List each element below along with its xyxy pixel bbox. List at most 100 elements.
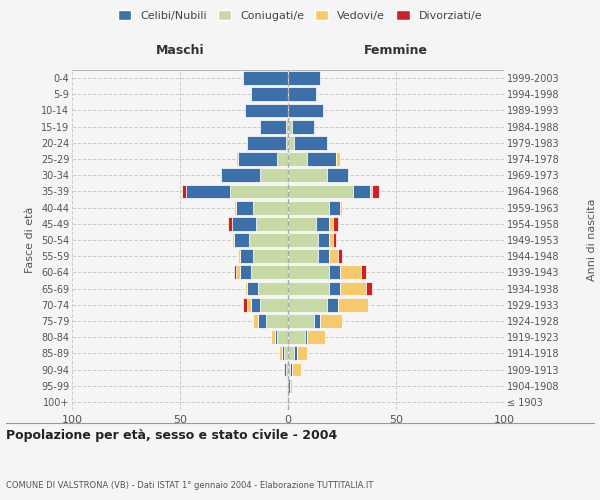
Bar — [288, 152, 307, 166]
Bar — [288, 88, 316, 101]
Bar — [290, 379, 292, 392]
Bar — [307, 330, 325, 344]
Bar — [288, 184, 353, 198]
Bar — [318, 250, 329, 263]
Bar — [241, 250, 253, 263]
Bar — [320, 314, 342, 328]
Bar — [316, 217, 329, 230]
Bar — [366, 282, 372, 296]
Bar — [370, 184, 372, 198]
Bar — [288, 250, 318, 263]
Bar — [260, 298, 288, 312]
Bar — [234, 200, 236, 214]
Bar — [329, 217, 334, 230]
Bar — [288, 136, 295, 149]
Bar — [292, 362, 301, 376]
Bar — [251, 298, 260, 312]
Bar — [258, 314, 266, 328]
Bar — [258, 282, 288, 296]
Bar — [242, 71, 288, 85]
Bar — [288, 379, 290, 392]
Bar — [275, 330, 277, 344]
Bar — [251, 266, 288, 280]
Bar — [288, 200, 329, 214]
Bar — [253, 250, 288, 263]
Bar — [232, 233, 234, 247]
Bar — [286, 362, 288, 376]
Bar — [280, 346, 281, 360]
Bar — [238, 250, 241, 263]
Bar — [281, 346, 284, 360]
Bar — [249, 233, 288, 247]
Bar — [335, 152, 340, 166]
Bar — [288, 362, 290, 376]
Bar — [245, 104, 288, 118]
Bar — [340, 282, 366, 296]
Bar — [247, 282, 258, 296]
Bar — [241, 266, 251, 280]
Bar — [286, 136, 288, 149]
Bar — [329, 266, 340, 280]
Bar — [307, 152, 335, 166]
Bar — [305, 330, 307, 344]
Bar — [295, 136, 327, 149]
Bar — [329, 200, 340, 214]
Bar — [338, 298, 368, 312]
Bar — [277, 330, 288, 344]
Bar — [288, 266, 329, 280]
Bar — [361, 266, 366, 280]
Bar — [314, 314, 320, 328]
Bar — [238, 152, 277, 166]
Bar — [288, 346, 295, 360]
Bar — [318, 233, 329, 247]
Bar — [236, 152, 238, 166]
Bar — [288, 168, 327, 182]
Bar — [296, 346, 307, 360]
Bar — [288, 217, 316, 230]
Text: COMUNE DI VALSTRONA (VB) - Dati ISTAT 1° gennaio 2004 - Elaborazione TUTTITALIA.: COMUNE DI VALSTRONA (VB) - Dati ISTAT 1°… — [6, 481, 373, 490]
Bar — [329, 282, 340, 296]
Bar — [334, 217, 338, 230]
Bar — [284, 346, 288, 360]
Bar — [260, 120, 286, 134]
Text: Popolazione per età, sesso e stato civile - 2004: Popolazione per età, sesso e stato civil… — [6, 430, 337, 442]
Bar — [234, 266, 236, 280]
Bar — [221, 168, 260, 182]
Bar — [236, 200, 253, 214]
Bar — [353, 184, 370, 198]
Bar — [253, 200, 288, 214]
Bar — [271, 330, 275, 344]
Bar — [288, 330, 305, 344]
Bar — [329, 233, 334, 247]
Bar — [295, 346, 296, 360]
Bar — [187, 184, 230, 198]
Bar — [247, 298, 251, 312]
Legend: Celibi/Nubili, Coniugati/e, Vedovi/e, Divorziati/e: Celibi/Nubili, Coniugati/e, Vedovi/e, Di… — [113, 6, 487, 25]
Bar — [260, 168, 288, 182]
Y-axis label: Fasce di età: Fasce di età — [25, 207, 35, 273]
Bar — [288, 120, 292, 134]
Bar — [236, 266, 241, 280]
Bar — [247, 136, 286, 149]
Bar — [245, 282, 247, 296]
Text: Anni di nascita: Anni di nascita — [587, 198, 597, 281]
Bar — [253, 314, 258, 328]
Text: Femmine: Femmine — [364, 44, 428, 57]
Bar — [277, 152, 288, 166]
Text: Maschi: Maschi — [155, 44, 205, 57]
Bar — [329, 250, 338, 263]
Bar — [288, 298, 327, 312]
Bar — [334, 233, 335, 247]
Bar — [292, 120, 314, 134]
Bar — [372, 184, 379, 198]
Bar — [288, 314, 314, 328]
Bar — [340, 200, 342, 214]
Bar — [327, 168, 349, 182]
Bar — [288, 104, 323, 118]
Bar — [230, 184, 288, 198]
Bar — [232, 217, 256, 230]
Bar — [284, 362, 286, 376]
Bar — [288, 233, 318, 247]
Bar — [182, 184, 187, 198]
Bar — [256, 217, 288, 230]
